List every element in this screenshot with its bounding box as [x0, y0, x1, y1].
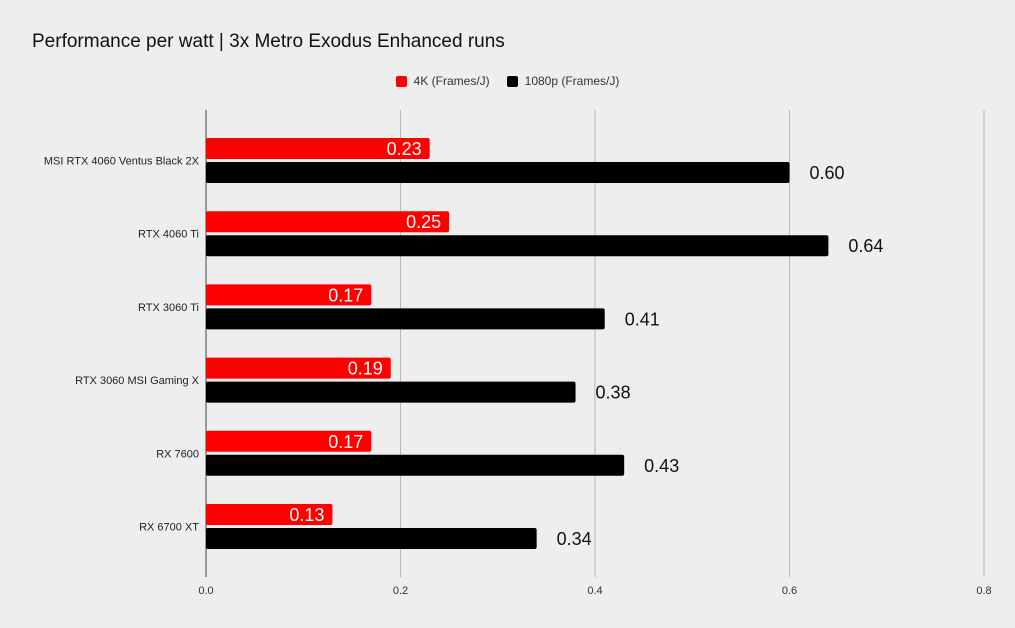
x-tick-label: 0.4 [587, 585, 602, 597]
legend-item-4k: 4K (Frames/J) [395, 74, 490, 88]
data-label-1080p: 0.38 [596, 383, 631, 403]
legend-swatch-1080p [506, 75, 518, 87]
bar-1080p [206, 308, 605, 330]
data-label-1080p: 0.34 [557, 529, 592, 549]
legend: 4K (Frames/J) 1080p (Frames/J) [0, 74, 1015, 88]
data-label-1080p: 0.60 [810, 163, 845, 183]
bar-4k [206, 211, 450, 233]
bar-1080p [206, 162, 790, 183]
data-label-4k: 0.23 [387, 139, 422, 159]
bar-4k [206, 504, 333, 525]
data-label-4k: 0.25 [406, 212, 441, 232]
data-label-1080p: 0.43 [644, 456, 679, 476]
x-tick-label: 0.8 [976, 585, 991, 597]
legend-label-1080p: 1080p (Frames/J) [524, 74, 620, 88]
category-label: RX 7600 [156, 448, 199, 460]
data-label-4k: 0.13 [289, 505, 324, 525]
bar-4k [206, 430, 372, 452]
data-label-4k: 0.17 [328, 285, 363, 305]
data-label-1080p: 0.64 [848, 236, 883, 256]
legend-item-1080p: 1080p (Frames/J) [506, 74, 620, 88]
bar-4k [206, 138, 430, 159]
bar-1080p [206, 454, 625, 476]
bar-1080p [206, 528, 537, 549]
category-label: RTX 4060 Ti [138, 229, 199, 241]
bar-4k [206, 284, 372, 306]
x-tick-label: 0.0 [198, 585, 213, 597]
legend-label-4k: 4K (Frames/J) [413, 74, 490, 88]
legend-swatch-4k [395, 75, 407, 87]
data-label-4k: 0.19 [348, 359, 383, 379]
category-label: RTX 3060 Ti [138, 302, 199, 314]
data-label-4k: 0.17 [328, 432, 363, 452]
bar-1080p [206, 235, 829, 257]
chart-title: Performance per watt | 3x Metro Exodus E… [32, 31, 505, 52]
bar-4k [206, 357, 391, 379]
category-label: RTX 3060 MSI Gaming X [75, 375, 200, 387]
x-tick-label: 0.6 [782, 585, 797, 597]
category-label: MSI RTX 4060 Ventus Black 2X [44, 156, 200, 168]
data-label-1080p: 0.41 [625, 309, 660, 329]
x-tick-label: 0.2 [393, 585, 408, 597]
category-label: RX 6700 XT [139, 522, 199, 534]
bar-1080p [206, 381, 576, 403]
